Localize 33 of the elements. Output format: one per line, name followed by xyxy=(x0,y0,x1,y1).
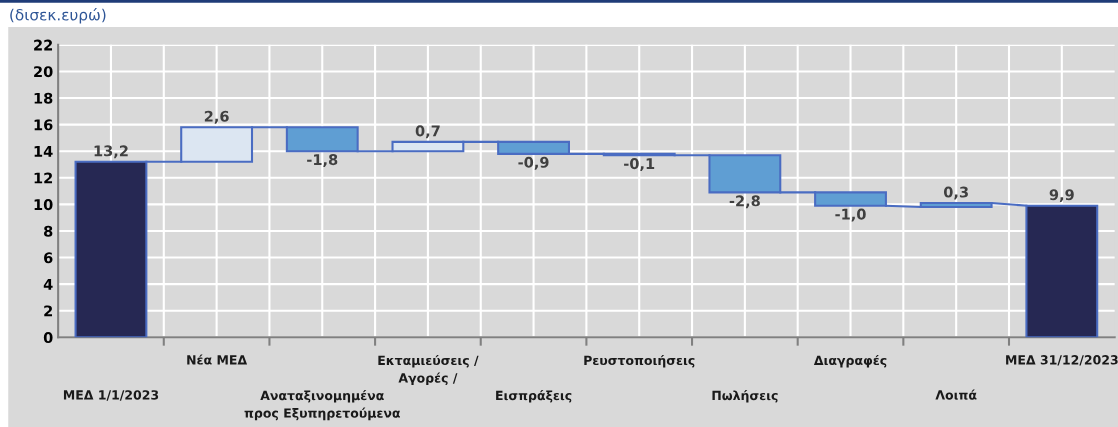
x-tick-label: Εισπράξεις xyxy=(496,389,572,403)
x-tick-label: Πωλήσεις xyxy=(712,389,778,403)
y-tick-label: 14 xyxy=(34,146,53,157)
x-tick-label: Αναταξινομημένα προς Εξυπηρετούμενα xyxy=(244,389,400,421)
data-label: -0,1 xyxy=(624,158,655,171)
x-tick-label: Εκταμιεύσεις / Αγορές / xyxy=(378,354,479,386)
y-tick-label: 2 xyxy=(44,305,53,317)
data-label: -1,0 xyxy=(835,208,866,222)
x-tick-label: Λοιπά xyxy=(935,389,977,400)
x-tick-label: Νέα ΜΕΔ xyxy=(187,354,248,365)
x-tick-label: Ρευστοποιήσεις xyxy=(584,354,695,368)
data-label: -1,8 xyxy=(307,154,338,168)
y-tick-label: 16 xyxy=(34,119,53,131)
y-tick-label: 22 xyxy=(34,39,53,51)
y-tick-label: 0 xyxy=(43,332,53,344)
chart-title: (δισεκ.ευρώ) xyxy=(10,8,106,24)
data-label: -0,9 xyxy=(518,156,549,170)
y-tick-label: 4 xyxy=(43,279,53,290)
data-label: 2,6 xyxy=(204,110,229,124)
x-tick-label: ΜΕΔ 31/12/2023 xyxy=(1006,355,1118,366)
data-label: 13,2 xyxy=(94,145,128,159)
x-tick-label: ΜΕΔ 1/1/2023 xyxy=(63,390,159,401)
x-tick-label: Διαγραφές xyxy=(813,354,887,368)
data-label: 0,7 xyxy=(415,125,440,139)
y-tick-label: 10 xyxy=(34,199,53,211)
y-tick-label: 18 xyxy=(34,92,53,104)
data-label: 9,9 xyxy=(1049,189,1074,203)
y-tick-label: 20 xyxy=(34,66,53,78)
y-tick-label: 8 xyxy=(44,225,53,237)
y-tick-label: 12 xyxy=(34,172,53,184)
data-label: -2,8 xyxy=(729,195,760,209)
data-label: 0,3 xyxy=(943,186,968,200)
y-tick-label: 6 xyxy=(44,252,53,264)
